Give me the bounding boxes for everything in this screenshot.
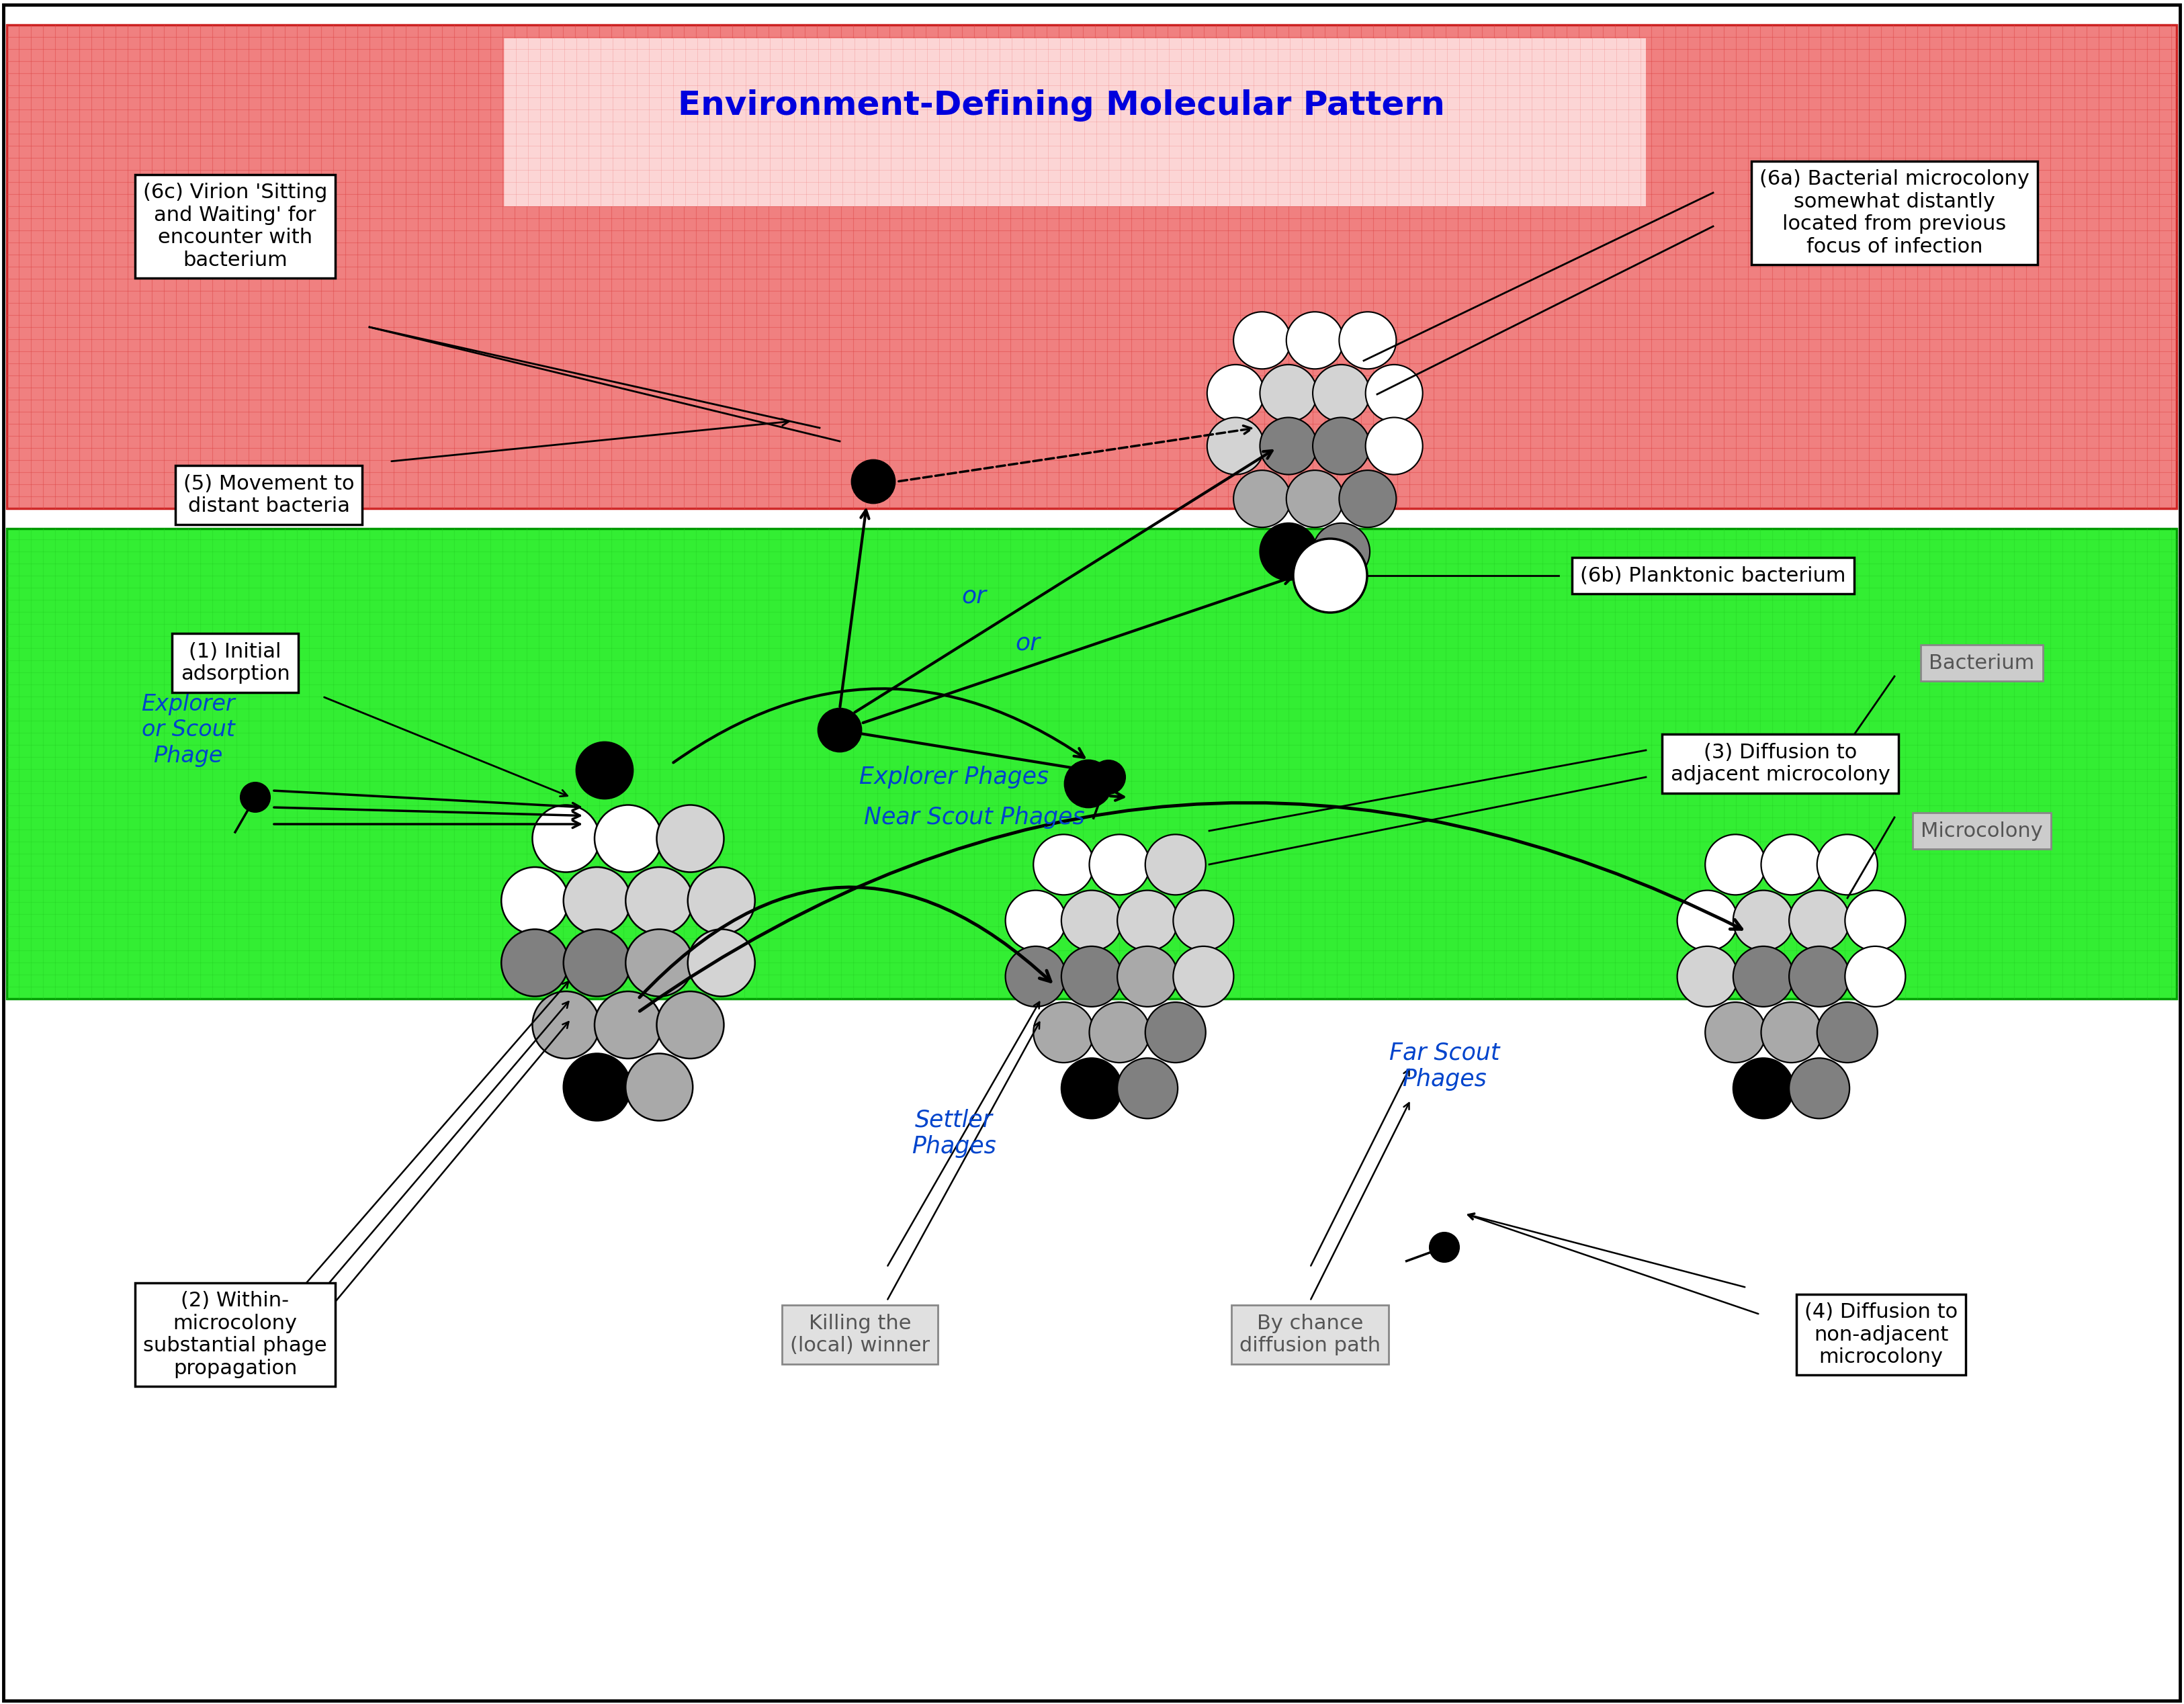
Circle shape	[852, 460, 895, 503]
Circle shape	[1734, 946, 1793, 1007]
Circle shape	[1066, 760, 1112, 808]
Circle shape	[1339, 470, 1396, 527]
Circle shape	[594, 804, 662, 872]
Circle shape	[1760, 835, 1821, 895]
Text: or: or	[961, 584, 987, 607]
Circle shape	[688, 867, 756, 934]
Circle shape	[1286, 312, 1343, 370]
Circle shape	[1260, 417, 1317, 474]
Circle shape	[1677, 891, 1738, 951]
Circle shape	[1339, 312, 1396, 370]
Circle shape	[1313, 523, 1369, 579]
FancyArrowPatch shape	[673, 688, 1083, 763]
Text: Explorer Phages: Explorer Phages	[858, 765, 1048, 789]
Circle shape	[1061, 946, 1123, 1007]
Circle shape	[533, 804, 601, 872]
Circle shape	[1118, 946, 1177, 1007]
Circle shape	[1734, 1058, 1793, 1118]
Circle shape	[1313, 365, 1369, 421]
Circle shape	[1706, 1002, 1765, 1063]
Text: Explorer
or Scout
Phage: Explorer or Scout Phage	[142, 694, 236, 767]
Circle shape	[1313, 417, 1369, 474]
Text: (6a) Bacterial microcolony
somewhat distantly
located from previous
focus of inf: (6a) Bacterial microcolony somewhat dist…	[1760, 169, 2029, 257]
Text: Bacterium: Bacterium	[1928, 653, 2035, 673]
Circle shape	[1260, 365, 1317, 421]
Bar	[7, 26, 2177, 508]
Circle shape	[594, 992, 662, 1058]
Circle shape	[1817, 835, 1878, 895]
Text: By chance
diffusion path: By chance diffusion path	[1238, 1314, 1380, 1356]
Circle shape	[502, 929, 568, 997]
Circle shape	[1234, 470, 1291, 527]
Circle shape	[1144, 835, 1206, 895]
Circle shape	[657, 804, 723, 872]
Text: (1) Initial
adsorption: (1) Initial adsorption	[181, 642, 290, 683]
Text: Near Scout Phages: Near Scout Phages	[863, 806, 1085, 828]
Circle shape	[1005, 946, 1066, 1007]
Circle shape	[657, 992, 723, 1058]
Text: (3) Diffusion to
adjacent microcolony: (3) Diffusion to adjacent microcolony	[1671, 743, 1889, 786]
Text: Killing the
(local) winner: Killing the (local) winner	[791, 1314, 930, 1356]
FancyArrowPatch shape	[640, 803, 1741, 1010]
Circle shape	[1789, 1058, 1850, 1118]
Circle shape	[1286, 470, 1343, 527]
Circle shape	[1033, 1002, 1094, 1063]
Text: (5) Movement to
distant bacteria: (5) Movement to distant bacteria	[183, 474, 354, 516]
Text: Far Scout
Phages: Far Scout Phages	[1389, 1041, 1500, 1091]
Circle shape	[1061, 891, 1123, 951]
Circle shape	[577, 743, 633, 799]
Circle shape	[1706, 835, 1765, 895]
Circle shape	[1431, 1232, 1459, 1263]
Bar	[7, 528, 2177, 999]
Circle shape	[1260, 523, 1317, 579]
Circle shape	[625, 1053, 692, 1121]
Text: (6b) Planktonic bacterium: (6b) Planktonic bacterium	[1581, 566, 1845, 586]
Circle shape	[1005, 891, 1066, 951]
Text: Microcolony: Microcolony	[1920, 821, 2042, 840]
Circle shape	[625, 867, 692, 934]
Circle shape	[1061, 1058, 1123, 1118]
Circle shape	[1118, 891, 1177, 951]
Circle shape	[1789, 946, 1850, 1007]
Circle shape	[688, 929, 756, 997]
Circle shape	[1677, 946, 1738, 1007]
Circle shape	[240, 782, 271, 813]
Circle shape	[1092, 760, 1125, 794]
Circle shape	[1033, 835, 1094, 895]
Text: or: or	[1016, 632, 1040, 654]
Circle shape	[1090, 835, 1149, 895]
Circle shape	[1789, 891, 1850, 951]
Circle shape	[819, 709, 860, 751]
Circle shape	[1293, 538, 1367, 612]
Circle shape	[533, 992, 601, 1058]
Circle shape	[1208, 365, 1265, 421]
Circle shape	[1144, 1002, 1206, 1063]
Circle shape	[1118, 1058, 1177, 1118]
Text: (2) Within-
microcolony
substantial phage
propagation: (2) Within- microcolony substantial phag…	[144, 1292, 328, 1379]
Text: (6c) Virion 'Sitting
and Waiting' for
encounter with
bacterium: (6c) Virion 'Sitting and Waiting' for en…	[142, 182, 328, 269]
Circle shape	[625, 929, 692, 997]
Circle shape	[1817, 1002, 1878, 1063]
Circle shape	[502, 867, 568, 934]
Circle shape	[1173, 946, 1234, 1007]
Circle shape	[1365, 417, 1422, 474]
Circle shape	[563, 929, 631, 997]
Circle shape	[1234, 312, 1291, 370]
Circle shape	[563, 1053, 631, 1121]
Circle shape	[1845, 946, 1904, 1007]
Circle shape	[1845, 891, 1904, 951]
Circle shape	[1090, 1002, 1149, 1063]
Circle shape	[1734, 891, 1793, 951]
Circle shape	[1208, 417, 1265, 474]
Circle shape	[1760, 1002, 1821, 1063]
FancyArrowPatch shape	[640, 888, 1051, 997]
Circle shape	[563, 867, 631, 934]
Text: Environment-Defining Molecular Pattern: Environment-Defining Molecular Pattern	[677, 89, 1446, 121]
Circle shape	[1173, 891, 1234, 951]
Circle shape	[1365, 365, 1422, 421]
Text: Settler
Phages: Settler Phages	[911, 1108, 996, 1157]
Bar	[505, 37, 1647, 206]
Text: (4) Diffusion to
non-adjacent
microcolony: (4) Diffusion to non-adjacent microcolon…	[1804, 1302, 1957, 1367]
